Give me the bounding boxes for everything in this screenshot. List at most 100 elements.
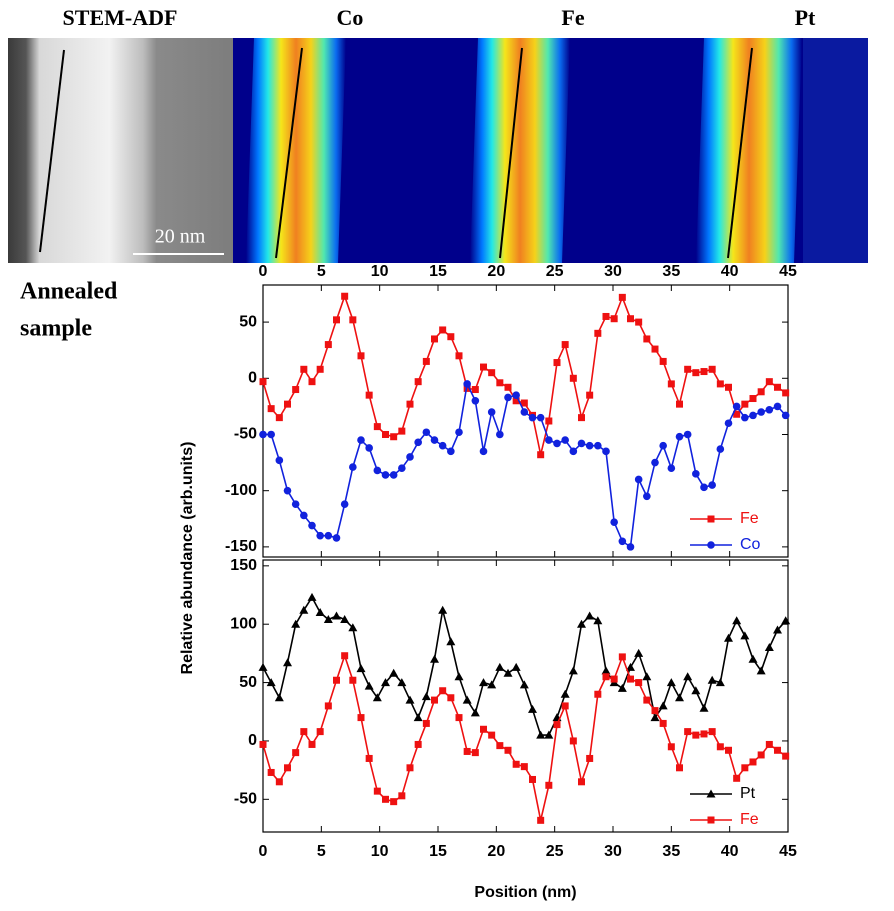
- marker: [316, 728, 324, 736]
- marker: [643, 492, 651, 501]
- marker: [716, 445, 725, 453]
- x-tick-label: 40: [721, 843, 739, 860]
- marker: [511, 662, 521, 671]
- marker: [333, 676, 340, 684]
- marker: [364, 681, 374, 690]
- marker: [659, 719, 667, 727]
- marker: [585, 441, 594, 450]
- marker: [635, 679, 643, 687]
- plot-frame: [262, 559, 789, 833]
- marker: [496, 430, 504, 439]
- marker: [725, 746, 732, 754]
- marker: [316, 365, 324, 373]
- marker: [504, 393, 512, 402]
- marker: [430, 654, 439, 663]
- stem-image: [8, 38, 233, 263]
- marker: [699, 703, 709, 712]
- marker: [618, 653, 626, 661]
- marker: [561, 702, 569, 710]
- marker: [439, 326, 447, 334]
- marker: [765, 405, 774, 414]
- marker: [667, 464, 676, 473]
- marker: [561, 436, 569, 444]
- marker: [683, 430, 692, 439]
- marker: [340, 615, 350, 624]
- marker: [422, 357, 430, 365]
- marker: [504, 383, 512, 391]
- x-tick-label: 45: [779, 843, 797, 860]
- marker: [406, 453, 414, 461]
- pt-map: [696, 38, 802, 263]
- marker: [700, 368, 708, 376]
- marker: [634, 648, 644, 657]
- marker: [708, 365, 716, 373]
- marker: [512, 391, 520, 399]
- marker: [651, 707, 659, 715]
- marker: [643, 696, 651, 704]
- marker: [569, 737, 577, 745]
- marker: [782, 389, 790, 397]
- marker: [503, 668, 513, 677]
- marker: [642, 672, 652, 681]
- marker: [545, 436, 553, 444]
- marker: [267, 768, 275, 776]
- marker: [684, 728, 692, 736]
- marker: [659, 357, 667, 365]
- marker: [659, 441, 667, 450]
- marker: [357, 352, 365, 360]
- marker: [626, 662, 635, 671]
- marker: [692, 470, 700, 478]
- marker: [667, 380, 675, 388]
- x-tick-label: 0: [259, 263, 268, 280]
- images: 20 nm STEM-ADF Co Fe Pt Annealed sample: [8, 5, 868, 342]
- marker: [455, 428, 463, 437]
- marker: [593, 616, 603, 625]
- marker: [284, 764, 291, 772]
- marker: [749, 758, 757, 766]
- marker: [373, 466, 382, 475]
- marker: [512, 760, 520, 768]
- marker: [349, 676, 357, 684]
- marker: [308, 740, 316, 748]
- marker: [258, 662, 268, 671]
- marker: [561, 341, 569, 349]
- marker: [635, 318, 643, 326]
- y-tick-label: 0: [248, 370, 257, 387]
- marker: [373, 423, 381, 431]
- marker: [438, 605, 448, 614]
- marker: [733, 774, 741, 782]
- marker: [578, 778, 585, 786]
- marker: [700, 730, 708, 738]
- marker: [324, 531, 333, 540]
- scan-line: [499, 47, 523, 259]
- marker: [439, 687, 447, 695]
- marker: [390, 433, 398, 441]
- y-tick-label: -50: [234, 426, 257, 443]
- y-tick-label: 50: [239, 674, 257, 691]
- scan-line: [727, 47, 753, 259]
- marker: [430, 436, 439, 444]
- marker: [553, 721, 561, 729]
- marker: [357, 714, 365, 722]
- marker: [275, 778, 283, 786]
- legend-label: Co: [740, 536, 761, 553]
- marker: [324, 341, 332, 349]
- marker: [397, 678, 407, 687]
- image-title: STEM-ADF: [63, 5, 178, 30]
- marker: [421, 692, 431, 701]
- x-tick-label: 15: [429, 263, 447, 280]
- marker: [577, 619, 586, 628]
- marker: [438, 441, 447, 450]
- marker: [406, 764, 414, 772]
- x-tick-label: 20: [487, 263, 505, 280]
- marker: [569, 447, 578, 456]
- marker: [333, 316, 340, 324]
- marker: [757, 408, 765, 416]
- marker: [373, 787, 381, 795]
- marker: [316, 531, 324, 540]
- marker: [773, 402, 782, 411]
- marker: [756, 666, 766, 675]
- marker: [553, 359, 561, 367]
- x-tick-label: 25: [546, 263, 564, 280]
- marker: [732, 616, 742, 625]
